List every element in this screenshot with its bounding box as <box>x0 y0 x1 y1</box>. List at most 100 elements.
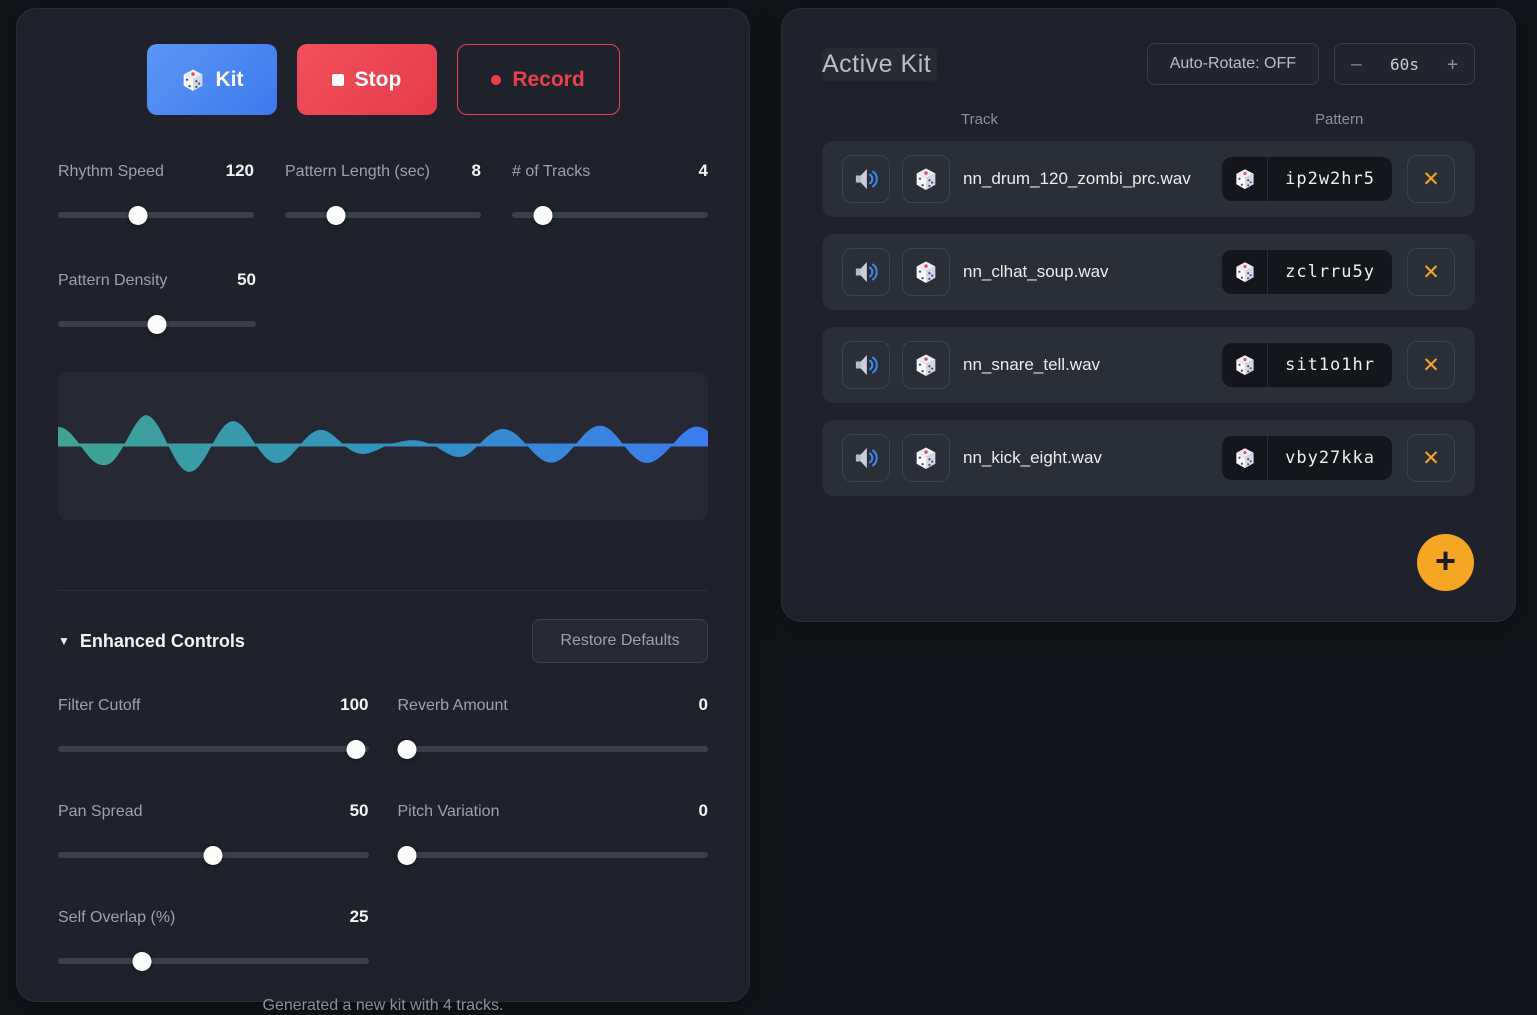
transport-buttons: Kit Stop Record <box>58 44 708 115</box>
chevron-down-icon: ▼ <box>58 634 70 648</box>
pattern-chip[interactable]: ip2w2hr5 <box>1222 157 1392 201</box>
add-track-button[interactable]: + <box>1417 534 1474 591</box>
rhythm-speed-label: Rhythm Speed <box>58 163 164 180</box>
reroll-track-button[interactable] <box>902 248 950 296</box>
self-overlap-value: 25 <box>349 907 369 926</box>
dice-icon <box>913 259 939 285</box>
auto-rotate-button[interactable]: Auto-Rotate: OFF <box>1146 43 1319 85</box>
rhythm-speed-value: 120 <box>225 161 254 180</box>
remove-track-button[interactable]: ✕ <box>1407 155 1455 203</box>
pattern-density-control: Pattern Density 50 <box>58 270 256 334</box>
table-row: nn_kick_eight.wav vby27kka ✕ <box>822 420 1475 496</box>
duration-plus-button[interactable]: + <box>1447 53 1458 75</box>
num-tracks-label: # of Tracks <box>512 163 591 180</box>
enhanced-controls-toggle[interactable]: ▼ Enhanced Controls <box>58 631 245 652</box>
waveform-display <box>58 372 708 520</box>
stop-button[interactable]: Stop <box>296 44 437 115</box>
pattern-length-slider-knob[interactable] <box>326 206 346 225</box>
speaker-icon <box>852 165 880 193</box>
self-overlap-label: Self Overlap (%) <box>58 909 176 926</box>
pattern-chip[interactable]: zclrru5y <box>1222 250 1392 294</box>
track-filename: nn_clhat_soup.wav <box>963 262 1109 281</box>
reroll-track-button[interactable] <box>902 155 950 203</box>
table-row: nn_clhat_soup.wav zclrru5y ✕ <box>822 234 1475 310</box>
enhanced-sliders: Filter Cutoff 100 Reverb Amount 0 Pan Sp… <box>58 695 708 971</box>
reverb-amount-label: Reverb Amount <box>397 697 508 714</box>
filter-cutoff-value: 100 <box>340 695 369 714</box>
filter-cutoff-label: Filter Cutoff <box>58 697 141 714</box>
reroll-track-button[interactable] <box>902 341 950 389</box>
pattern-length-value: 8 <box>471 161 481 180</box>
pitch-variation-slider-knob[interactable] <box>397 846 417 865</box>
pattern-length-slider-track[interactable] <box>285 212 481 218</box>
track-filename: nn_snare_tell.wav <box>963 355 1101 374</box>
pattern-chip[interactable]: sit1o1hr <box>1222 343 1392 387</box>
dice-icon <box>1222 436 1269 480</box>
dice-icon <box>913 445 939 471</box>
generator-panel: Kit Stop Record Rhythm Speed 120 Pattern… <box>16 8 750 1014</box>
self-overlap-slider-knob[interactable] <box>132 952 152 971</box>
pan-spread-control: Pan Spread 50 <box>58 801 369 865</box>
remove-track-button[interactable]: ✕ <box>1407 341 1455 389</box>
kit-button[interactable]: Kit <box>146 44 277 115</box>
dice-icon <box>180 67 206 93</box>
track-filename: nn_kick_eight.wav <box>963 448 1102 467</box>
self-overlap-slider-track[interactable] <box>58 958 369 964</box>
record-icon <box>491 74 502 85</box>
waveform-curve <box>58 415 708 472</box>
reverb-amount-slider-knob[interactable] <box>397 740 417 759</box>
pitch-variation-label: Pitch Variation <box>397 803 500 820</box>
self-overlap-control: Self Overlap (%) 25 <box>58 907 369 971</box>
main-sliders: Rhythm Speed 120 Pattern Length (sec) 8 … <box>58 161 708 225</box>
rhythm-speed-slider-track[interactable] <box>58 212 254 218</box>
duration-value: 60s <box>1390 54 1419 74</box>
pattern-length-label: Pattern Length (sec) <box>285 163 430 180</box>
pattern-code: ip2w2hr5 <box>1285 169 1375 189</box>
rhythm-speed-slider-knob[interactable] <box>128 206 148 225</box>
pan-spread-slider-knob[interactable] <box>203 846 223 865</box>
num-tracks-slider-knob[interactable] <box>533 206 553 225</box>
pattern-density-slider-knob[interactable] <box>147 315 167 334</box>
remove-track-button[interactable]: ✕ <box>1407 248 1455 296</box>
restore-defaults-button[interactable]: Restore Defaults <box>532 619 708 663</box>
reverb-amount-value: 0 <box>698 695 708 714</box>
reverb-amount-control: Reverb Amount 0 <box>397 695 708 759</box>
pattern-code: zclrru5y <box>1285 262 1375 282</box>
pattern-density-value: 50 <box>237 270 256 289</box>
table-row: nn_drum_120_zombi_prc.wav ip2w2hr5 ✕ <box>822 141 1475 217</box>
pattern-chip[interactable]: vby27kka <box>1222 436 1392 480</box>
column-header-track: Track <box>961 111 998 128</box>
track-list: nn_drum_120_zombi_prc.wav ip2w2hr5 ✕ nn_… <box>822 141 1475 496</box>
num-tracks-slider-track[interactable] <box>512 212 708 218</box>
dice-icon <box>1222 343 1269 387</box>
dice-icon <box>1222 250 1269 294</box>
remove-track-button[interactable]: ✕ <box>1407 434 1455 482</box>
pattern-code: sit1o1hr <box>1285 355 1375 375</box>
stop-icon <box>331 73 344 86</box>
status-message: Generated a new kit with 4 tracks. <box>262 997 504 1014</box>
pan-spread-value: 50 <box>349 801 369 820</box>
record-button[interactable]: Record <box>456 44 620 115</box>
enhanced-controls-title: Enhanced Controls <box>79 630 245 651</box>
reverb-amount-slider-track[interactable] <box>397 746 708 752</box>
preview-track-button[interactable] <box>842 155 890 203</box>
filter-cutoff-slider-knob[interactable] <box>346 740 366 759</box>
pattern-density-label: Pattern Density <box>58 272 168 289</box>
speaker-icon <box>852 258 880 286</box>
preview-track-button[interactable] <box>842 248 890 296</box>
dice-icon <box>913 166 939 192</box>
dice-icon <box>1222 157 1269 201</box>
pitch-variation-slider-track[interactable] <box>397 852 708 858</box>
column-header-pattern: Pattern <box>1315 111 1364 128</box>
filter-cutoff-slider-track[interactable] <box>58 746 369 752</box>
stop-button-label: Stop <box>354 67 402 91</box>
num-tracks-control: # of Tracks 4 <box>512 161 708 225</box>
speaker-icon <box>852 351 880 379</box>
duration-minus-button[interactable]: – <box>1351 53 1362 75</box>
preview-track-button[interactable] <box>842 434 890 482</box>
pitch-variation-value: 0 <box>698 801 708 820</box>
reroll-track-button[interactable] <box>902 434 950 482</box>
preview-track-button[interactable] <box>842 341 890 389</box>
active-kit-panel: Active Kit Auto-Rotate: OFF – 60s + Trac… <box>781 8 1516 622</box>
table-row: nn_snare_tell.wav sit1o1hr ✕ <box>822 327 1475 403</box>
